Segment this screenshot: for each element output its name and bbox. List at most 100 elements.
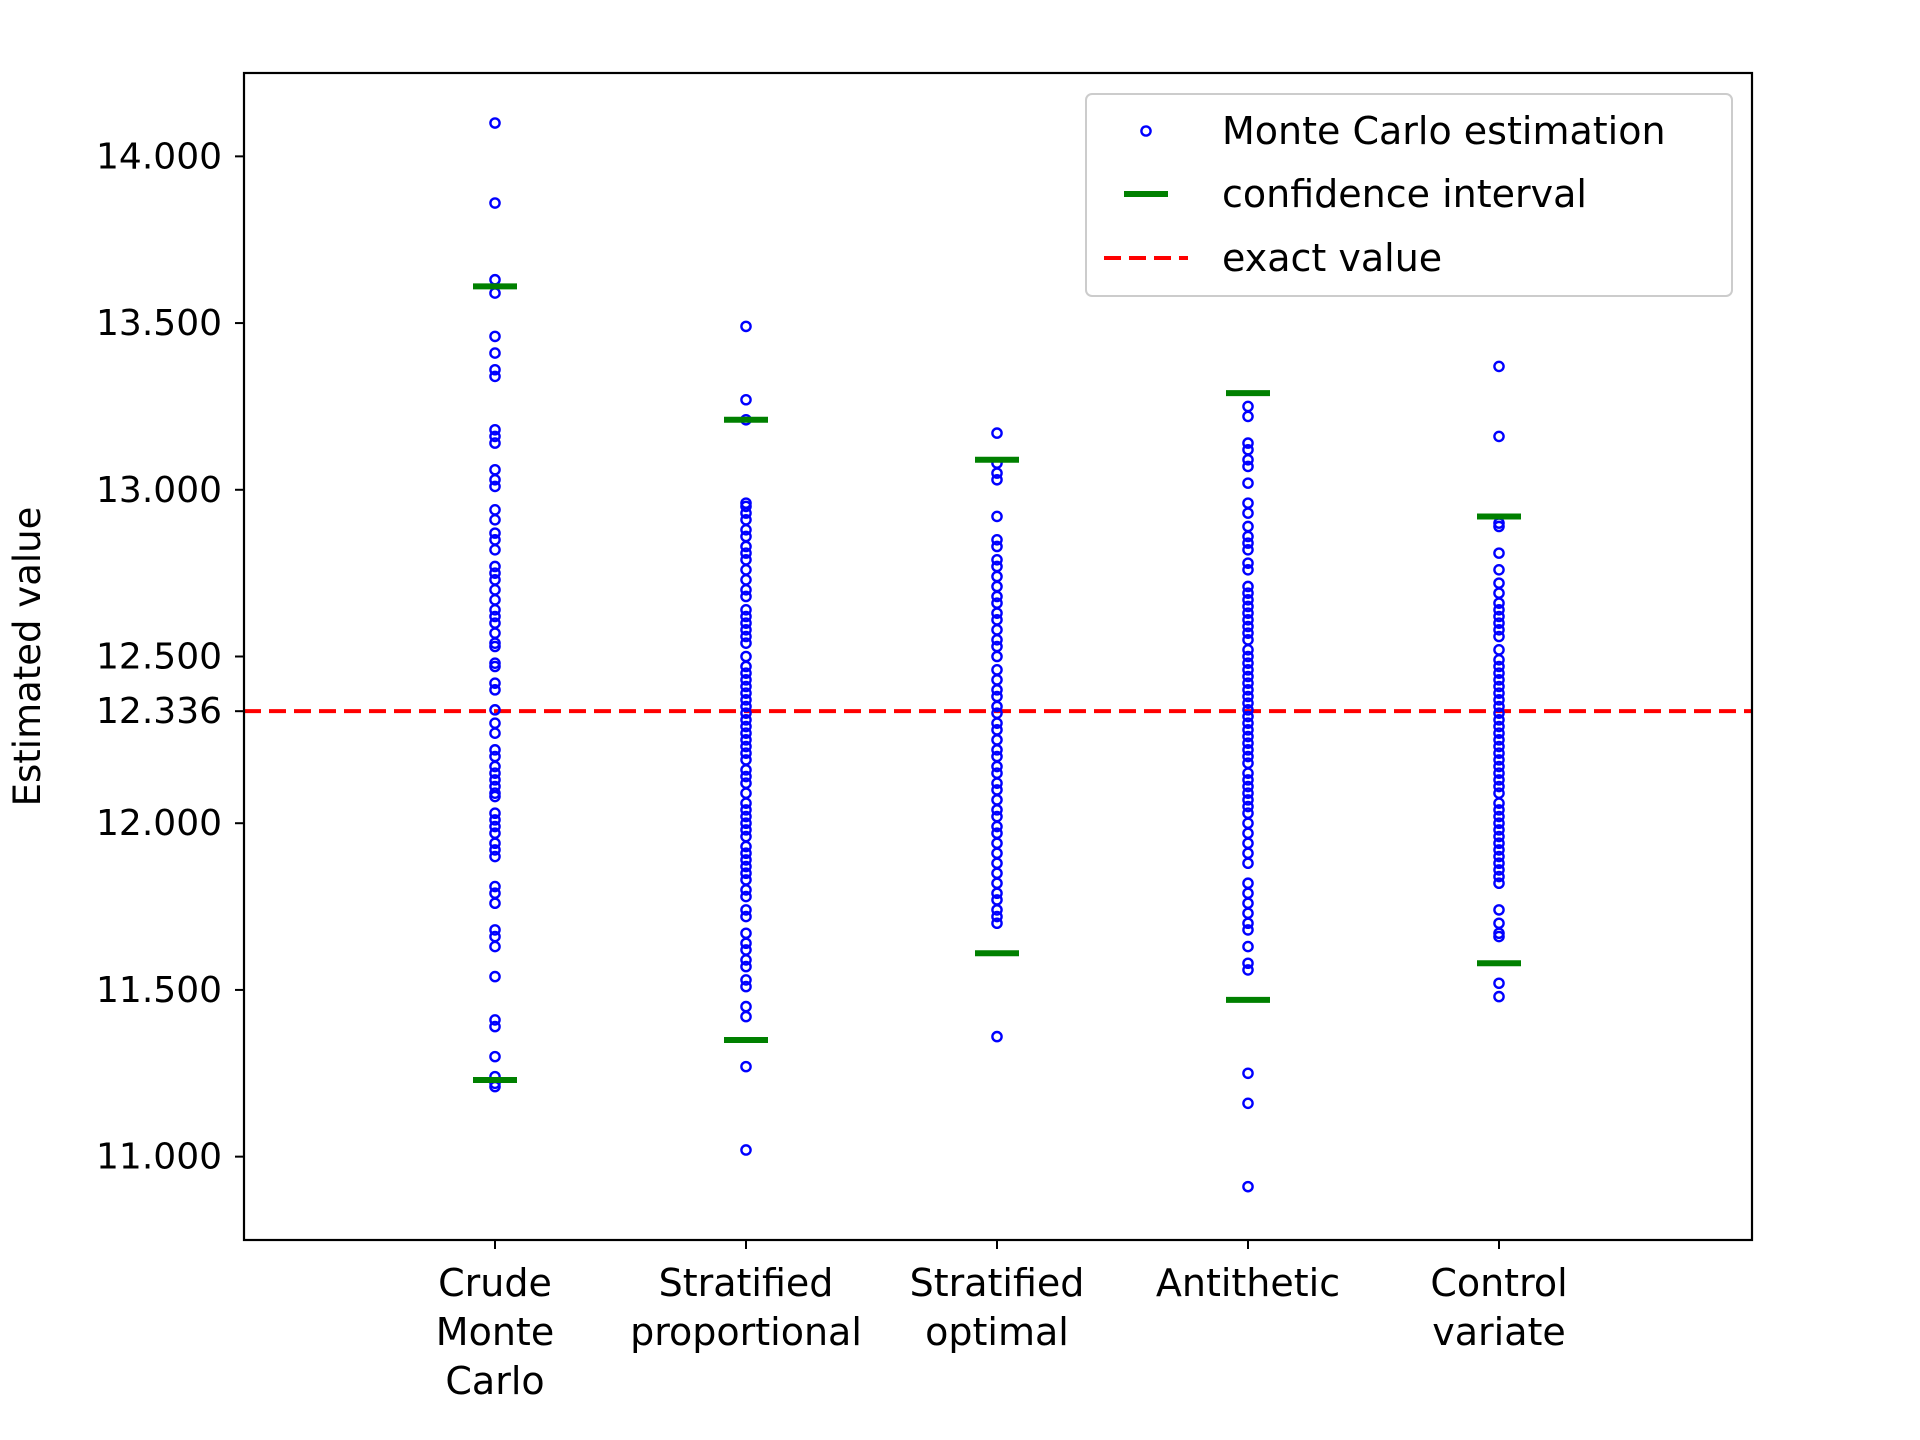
- data-point: [1493, 680, 1505, 693]
- y-tick-label: 12.000: [96, 803, 222, 844]
- data-point: [1493, 747, 1505, 759]
- data-point: [489, 744, 501, 756]
- x-axis: Crude Monte Carlo Stratified proportional Str…: [436, 1240, 1568, 1403]
- data-point: [1242, 437, 1254, 449]
- data-point: [1242, 917, 1254, 930]
- data-point: [489, 1050, 501, 1063]
- data-point: [1242, 717, 1254, 729]
- data-point: [740, 770, 752, 783]
- data-point: [991, 910, 1003, 923]
- data-point: [1242, 710, 1254, 723]
- data-point: [740, 797, 752, 810]
- data-point: [740, 694, 752, 706]
- data-point: [991, 427, 1003, 439]
- data-point: [740, 617, 752, 629]
- data-point: [1242, 957, 1254, 970]
- data-point: [740, 860, 752, 873]
- data-point: [1493, 804, 1505, 816]
- data-point: [1242, 924, 1254, 936]
- data-point: [1242, 940, 1254, 953]
- y-tick-label: 14.000: [96, 136, 222, 177]
- data-point: [740, 854, 752, 866]
- points-layer: [489, 117, 1505, 1193]
- data-point: [489, 544, 501, 556]
- data-point: [991, 777, 1003, 790]
- x-tick-label: Stratified optimal: [910, 1261, 1085, 1354]
- data-point: [1242, 744, 1254, 756]
- data-point: [489, 767, 501, 780]
- data-point: [489, 684, 501, 696]
- data-point: [489, 880, 501, 893]
- data-point: [740, 764, 752, 776]
- data-point: [991, 650, 1003, 663]
- data-point: [1242, 477, 1254, 489]
- data-point: [1242, 737, 1254, 749]
- data-point: [991, 744, 1003, 756]
- data-point: [1242, 620, 1254, 633]
- data-point: [740, 707, 752, 719]
- data-point: [740, 727, 752, 739]
- y-tick-label: 13.000: [96, 470, 222, 511]
- data-point: [740, 700, 752, 713]
- data-point: [489, 527, 501, 539]
- data-point: [740, 910, 752, 923]
- data-point: [740, 847, 752, 860]
- data-point: [489, 430, 501, 443]
- x-tick-label: Control variate: [1430, 1261, 1567, 1354]
- data-point: [740, 500, 752, 513]
- data-point: [489, 660, 501, 673]
- data-point: [740, 904, 752, 916]
- data-point: [1242, 644, 1254, 656]
- data-point: [489, 677, 501, 689]
- data-point: [1242, 627, 1254, 639]
- data-point: [740, 667, 752, 679]
- data-point: [1242, 724, 1254, 736]
- data-point: [740, 960, 752, 973]
- data-point: [1242, 690, 1254, 703]
- data-point: [1493, 754, 1505, 766]
- data-point: [1242, 857, 1254, 870]
- data-point: [1493, 734, 1505, 746]
- series-group: [1493, 360, 1505, 1003]
- data-point: [489, 370, 501, 383]
- data-point: [489, 814, 501, 826]
- data-point: [489, 970, 501, 983]
- data-point: [1493, 844, 1505, 856]
- data-point: [489, 604, 501, 616]
- data-point: [991, 820, 1003, 833]
- data-point: [489, 480, 501, 493]
- data-point: [1493, 687, 1505, 699]
- data-point: [740, 624, 752, 636]
- data-point: [1493, 727, 1505, 739]
- data-point: [1242, 614, 1254, 626]
- data-point: [489, 347, 501, 359]
- data-point: [1242, 697, 1254, 709]
- series-group: [1242, 400, 1254, 1193]
- data-point: [1493, 714, 1505, 726]
- data-point: [991, 904, 1003, 916]
- data-point: [1242, 600, 1254, 613]
- data-point: [1242, 1067, 1254, 1080]
- data-point: [1242, 587, 1254, 599]
- data-point: [1242, 580, 1254, 593]
- data-point: [740, 817, 752, 830]
- y-tick-label: 13.500: [96, 303, 222, 344]
- data-point: [489, 924, 501, 936]
- data-point: [1242, 594, 1254, 606]
- data-point: [991, 467, 1003, 479]
- data-point: [1493, 597, 1505, 609]
- x-tick-label: Stratified proportional: [630, 1261, 862, 1354]
- legend-label: confidence interval: [1222, 172, 1587, 216]
- legend-label: Monte Carlo estimation: [1222, 109, 1666, 153]
- data-point: [489, 774, 501, 786]
- data-point: [1242, 684, 1254, 696]
- x-tick-label: Antithetic: [1156, 1261, 1340, 1305]
- data-point: [740, 747, 752, 759]
- data-point: [1493, 604, 1505, 616]
- y-tick-label: 12.336: [96, 691, 222, 732]
- data-point: [1493, 810, 1505, 823]
- data-point: [740, 954, 752, 966]
- data-point: [991, 540, 1003, 553]
- data-point: [740, 980, 752, 993]
